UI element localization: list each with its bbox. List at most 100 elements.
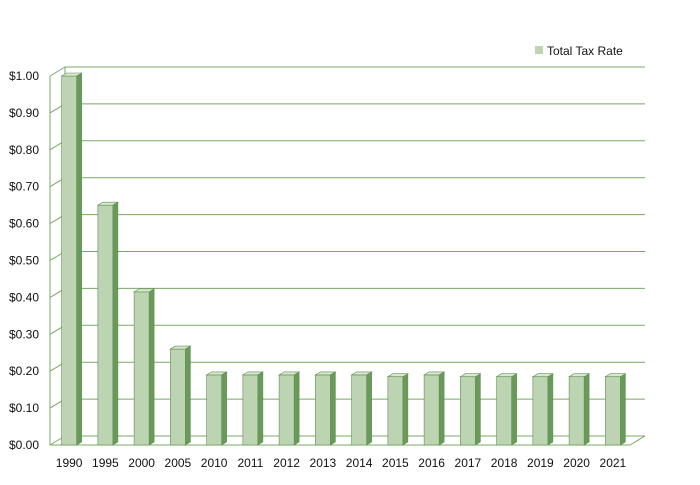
bar-front bbox=[206, 374, 222, 446]
x-tick-label: 2000 bbox=[128, 456, 155, 470]
bar-side bbox=[76, 72, 82, 446]
x-tick-label: 1995 bbox=[92, 456, 119, 470]
x-tick-label: 2011 bbox=[237, 456, 263, 470]
bar bbox=[205, 371, 228, 446]
bar-top bbox=[314, 371, 337, 376]
bar-side bbox=[330, 371, 336, 446]
bar-top bbox=[133, 288, 156, 293]
y-tick-label: $0.20 bbox=[9, 364, 39, 378]
x-tick-label: 2019 bbox=[527, 456, 554, 470]
bar-top bbox=[531, 373, 554, 378]
x-axis-ticks: 1990 1995 2000 2005 2010 2011 2012 2013 2014 2015… bbox=[56, 456, 627, 470]
bar-top bbox=[350, 371, 373, 376]
bar-top bbox=[169, 345, 192, 350]
bar-front bbox=[568, 376, 585, 446]
bar-top bbox=[495, 373, 518, 378]
bar bbox=[495, 373, 518, 446]
bar-side bbox=[257, 371, 264, 446]
x-tick-label: 2020 bbox=[563, 456, 590, 470]
bar-side bbox=[221, 371, 227, 446]
bar-front bbox=[242, 374, 259, 446]
bar-top bbox=[386, 373, 409, 378]
y-tick-label: $0.00 bbox=[9, 438, 39, 452]
bar bbox=[386, 373, 409, 446]
bar bbox=[423, 371, 446, 446]
bars bbox=[60, 72, 627, 446]
bar-side bbox=[438, 371, 445, 446]
bar-front bbox=[133, 291, 150, 446]
x-tick-label: 2017 bbox=[455, 456, 482, 470]
bar bbox=[531, 373, 554, 446]
bar-side bbox=[148, 288, 155, 446]
bar-front bbox=[315, 374, 331, 446]
grid-depth-line bbox=[49, 66, 66, 77]
x-tick-label: 2015 bbox=[382, 456, 409, 470]
x-tick-label: 2021 bbox=[600, 456, 627, 470]
bar-top bbox=[205, 371, 228, 376]
x-tick-label: 2016 bbox=[418, 456, 445, 470]
bar-side bbox=[620, 373, 626, 446]
bar-side bbox=[547, 373, 554, 446]
bar-top bbox=[241, 371, 264, 376]
x-tick-label: 2018 bbox=[491, 456, 518, 470]
bar-side bbox=[402, 373, 409, 446]
legend-label: Total Tax Rate bbox=[547, 44, 623, 58]
bar bbox=[568, 373, 591, 446]
bar bbox=[314, 371, 337, 446]
bar bbox=[133, 288, 156, 446]
bar bbox=[241, 371, 264, 446]
y-tick-label: $0.30 bbox=[9, 327, 39, 341]
bar bbox=[60, 72, 83, 446]
bar-top bbox=[60, 72, 83, 77]
bar-side bbox=[475, 373, 481, 446]
y-tick-label: $0.90 bbox=[9, 106, 39, 120]
bar bbox=[350, 371, 373, 446]
bar-front bbox=[532, 376, 549, 446]
bar bbox=[459, 373, 482, 446]
y-tick-label: $0.50 bbox=[9, 254, 39, 268]
bar-front bbox=[496, 376, 512, 446]
bar-top bbox=[96, 201, 119, 206]
bar-side bbox=[112, 201, 119, 446]
bar-front bbox=[278, 374, 295, 446]
bar-front bbox=[61, 75, 77, 446]
y-tick-label: $0.40 bbox=[9, 290, 39, 304]
legend-swatch bbox=[535, 46, 543, 54]
bar-side bbox=[583, 373, 590, 446]
bar-front bbox=[423, 374, 440, 446]
bar bbox=[169, 345, 192, 446]
y-tick-label: $0.70 bbox=[9, 180, 39, 194]
bar-side bbox=[511, 373, 517, 446]
y-axis-ticks: $0.00 $0.10 $0.20 $0.30 $0.40 $0.50 $0.60 $0.70… bbox=[9, 69, 39, 452]
x-tick-label: 2010 bbox=[201, 456, 228, 470]
bar-front bbox=[387, 376, 404, 446]
x-tick-label: 2012 bbox=[273, 456, 300, 470]
bar-top bbox=[568, 373, 591, 378]
bar-side bbox=[293, 371, 300, 446]
bar bbox=[96, 201, 119, 446]
x-tick-label: 2013 bbox=[310, 456, 337, 470]
y-tick-label: $0.80 bbox=[9, 143, 39, 157]
bar-front bbox=[605, 376, 621, 446]
x-tick-label: 2005 bbox=[165, 456, 192, 470]
bar-front bbox=[97, 204, 114, 446]
y-tick-label: $1.00 bbox=[9, 69, 39, 83]
legend: Total Tax Rate bbox=[535, 44, 623, 58]
bar-top bbox=[278, 371, 301, 376]
bar-top bbox=[423, 371, 446, 376]
bar-front bbox=[460, 376, 476, 446]
bar-top bbox=[459, 373, 482, 378]
bar bbox=[604, 373, 627, 446]
x-tick-label: 2014 bbox=[346, 456, 373, 470]
y-tick-label: $0.60 bbox=[9, 217, 39, 231]
bar-front bbox=[351, 374, 367, 446]
bar bbox=[278, 371, 301, 446]
y-tick-label: $0.10 bbox=[9, 401, 39, 415]
bar-side bbox=[185, 345, 191, 446]
bar-side bbox=[366, 371, 372, 446]
x-tick-label: 1990 bbox=[56, 456, 83, 470]
floor-edge bbox=[629, 435, 646, 446]
bar-front bbox=[170, 348, 186, 446]
bar-top bbox=[604, 373, 627, 378]
